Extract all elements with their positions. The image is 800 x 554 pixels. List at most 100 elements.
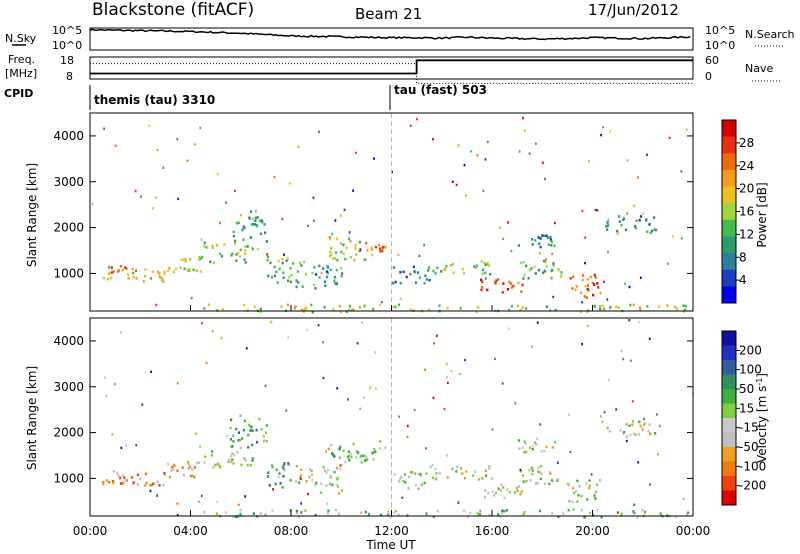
power-cell [313, 266, 316, 269]
power-cell [183, 267, 186, 271]
power-cell [338, 304, 341, 308]
power-cell [243, 303, 246, 307]
velocity-cell [251, 443, 254, 447]
power-cell [331, 257, 335, 260]
power-cell [329, 237, 332, 241]
velocity-cell [195, 461, 198, 465]
power-sparse-echo [639, 306, 641, 309]
power-cell [399, 270, 402, 274]
power-cell [494, 281, 497, 285]
power-cell [461, 267, 464, 271]
power-cell [571, 287, 574, 290]
power-cell [531, 243, 534, 246]
velocity-cell [625, 435, 628, 439]
velocity-cell [265, 439, 268, 443]
velocity-sparse-echo [176, 514, 179, 517]
velocity-colorbar-tick-label: 50 [739, 382, 754, 396]
power-cell [517, 281, 520, 285]
power-cell [329, 250, 332, 254]
power-cell [239, 213, 242, 217]
velocity-cell [246, 464, 249, 467]
velocity-cell [243, 419, 246, 423]
power-colorbar-segment [722, 169, 736, 187]
velocity-cell [259, 512, 262, 515]
velocity-cell [331, 453, 334, 456]
velocity-cell [372, 458, 375, 461]
velocity-cell [499, 515, 502, 518]
velocity-cell [181, 466, 184, 469]
power-cell [377, 243, 381, 247]
power-sparse-echo [584, 236, 587, 239]
velocity-sparse-echo [156, 494, 159, 497]
velocity-cell [239, 438, 242, 442]
power-sparse-echo [225, 201, 227, 204]
velocity-cell [239, 414, 242, 417]
power-cell [221, 307, 224, 311]
nave-tick-bottom: 0 [705, 70, 712, 83]
velocity-cell [585, 482, 588, 485]
power-cell [586, 287, 589, 291]
power-cell [253, 305, 256, 308]
velocity-cell [567, 508, 570, 512]
power-cell [545, 234, 548, 238]
power-cell [423, 281, 426, 285]
velocity-cell [212, 466, 215, 469]
velocity-cell [596, 483, 599, 486]
power-sparse-echo [544, 177, 546, 181]
velocity-cell [373, 447, 376, 451]
velocity-cell [461, 472, 464, 475]
velocity-cell [435, 477, 438, 481]
velocity-cell [249, 429, 252, 432]
velocity-cell [119, 476, 122, 480]
velocity-cell [517, 485, 521, 488]
power-cell [370, 246, 373, 249]
velocity-cell [333, 470, 336, 474]
power-sparse-echo [493, 280, 496, 284]
x-tick-label: 00:00 [73, 524, 108, 538]
power-cell [364, 258, 367, 261]
velocity-cell [551, 446, 554, 449]
power-sparse-echo [635, 219, 638, 222]
velocity-cell [215, 512, 218, 515]
power-cell [275, 270, 278, 274]
velocity-cell [398, 478, 402, 481]
velocity-sparse-echo [633, 503, 636, 506]
power-sparse-echo [522, 260, 525, 264]
velocity-cell [229, 438, 233, 441]
velocity-cell [623, 430, 626, 434]
power-cell [295, 285, 298, 289]
power-sparse-echo [199, 126, 202, 130]
velocity-cell [634, 433, 637, 437]
velocity-cell [639, 424, 642, 428]
power-cell [110, 266, 113, 269]
velocity-cell [417, 472, 420, 476]
power-cell [552, 262, 555, 265]
power-sparse-echo [601, 304, 604, 307]
velocity-cell [631, 420, 634, 423]
velocity-cell [530, 467, 534, 471]
power-cell [549, 238, 553, 242]
velocity-cell [121, 474, 124, 477]
power-cell [278, 267, 281, 271]
power-cell [394, 305, 397, 309]
velocity-cell [492, 494, 495, 497]
velocity-sparse-echo [201, 322, 203, 325]
nsky-frame [89, 27, 694, 51]
velocity-cell [522, 480, 525, 483]
power-sparse-echo [409, 272, 412, 275]
power-cell [484, 263, 487, 266]
velocity-cell [525, 479, 528, 483]
velocity-cell [434, 467, 437, 471]
power-cell [586, 284, 589, 287]
power-cell [203, 241, 206, 245]
velocity-cell [340, 489, 344, 492]
power-cell [209, 260, 212, 264]
velocity-cell [536, 481, 539, 485]
power-cell [348, 308, 351, 311]
power-cell [286, 257, 289, 261]
velocity-colorbar-tick-label: 200 [739, 343, 762, 357]
velocity-cell [339, 445, 342, 449]
velocity-cell [484, 469, 488, 473]
power-cell [326, 271, 329, 275]
velocity-cell [281, 465, 284, 469]
